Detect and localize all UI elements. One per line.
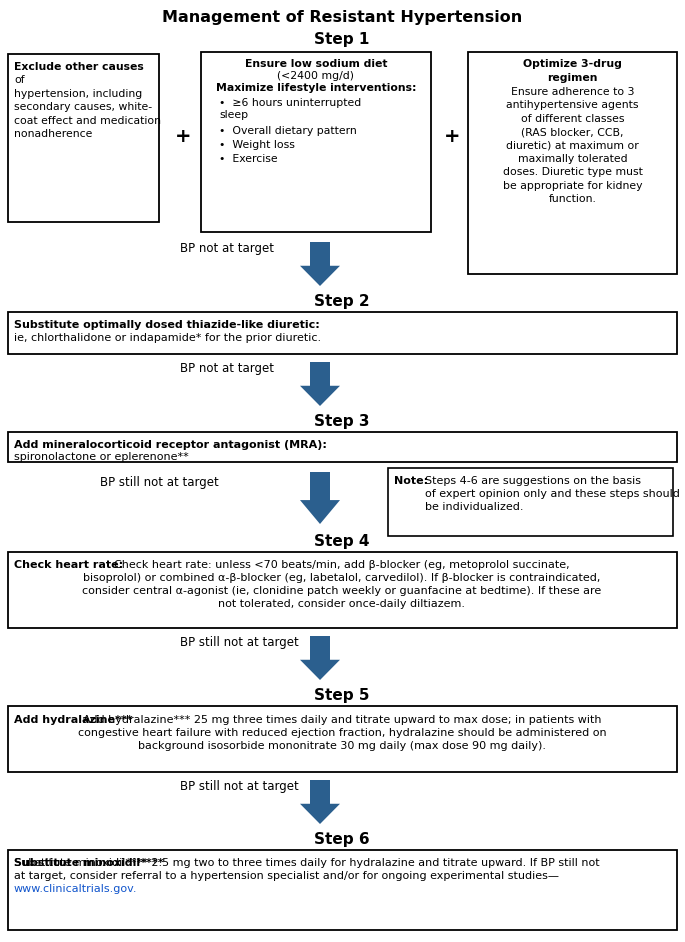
Text: •  Overall dietary pattern: • Overall dietary pattern [219,126,357,136]
Text: Check heart rate: unless <70 beats/min, add β-blocker (eg, metoprolol succinate,: Check heart rate: unless <70 beats/min, … [114,560,570,570]
Polygon shape [300,780,340,824]
Text: Add mineralocorticoid receptor antagonist (MRA):: Add mineralocorticoid receptor antagonis… [14,440,327,450]
Text: www.clinicaltrials.gov.: www.clinicaltrials.gov. [14,884,138,894]
Text: BP still not at target: BP still not at target [180,636,299,649]
Text: bisoprolol) or combined α-β-blocker (eg, labetalol, carvedilol). If β-blocker is: bisoprolol) or combined α-β-blocker (eg,… [84,573,601,583]
Bar [8,54,159,222]
Text: Steps 4-6 are suggestions on the basis
of expert opinion only and these steps sh: Steps 4-6 are suggestions on the basis o… [425,476,680,512]
Bar [201,52,431,232]
Text: BP still not at target: BP still not at target [180,780,299,793]
Text: •  Weight loss: • Weight loss [219,140,295,150]
Text: Substitute minoxidil**** 2.5 mg two to three times daily for hydralazine and tit: Substitute minoxidil**** 2.5 mg two to t… [14,858,599,868]
Text: Substitute minoxidil****: Substitute minoxidil**** [14,858,164,868]
Text: spironolactone or eplerenone**: spironolactone or eplerenone** [14,452,189,462]
Text: Step 4: Step 4 [314,534,370,549]
Text: not tolerated, consider once-daily diltiazem.: not tolerated, consider once-daily dilti… [219,599,466,609]
Text: Substitute optimally dosed thiazide-like diuretic:: Substitute optimally dosed thiazide-like… [14,320,320,330]
Text: BP not at target: BP not at target [180,242,274,255]
Text: +: + [175,127,191,147]
Text: consider central α-agonist (ie, clonidine patch weekly or guanfacine at bedtime): consider central α-agonist (ie, clonidin… [82,586,601,596]
Text: at target, consider referral to a hypertension specialist and/or for ongoing exp: at target, consider referral to a hypert… [14,871,559,881]
Text: ie, chlorthalidone or indapamide* for the prior diuretic.: ie, chlorthalidone or indapamide* for th… [14,333,321,343]
Text: Optimize 3-drug
regimen: Optimize 3-drug regimen [523,59,622,83]
Bar [8,432,677,462]
Text: Step 3: Step 3 [314,414,370,429]
Text: Check heart rate:: Check heart rate: [14,560,123,570]
Bar [8,706,677,772]
Polygon shape [300,242,340,286]
Text: Add hydralazine***: Add hydralazine*** [14,715,133,725]
Text: BP still not at target: BP still not at target [100,476,219,489]
Text: •  Exercise: • Exercise [219,154,277,164]
Bar [468,52,677,274]
Text: Step 5: Step 5 [314,688,370,703]
Text: Ensure low sodium diet: Ensure low sodium diet [245,59,387,69]
Text: Add hydralazine*** 25 mg three times daily and titrate upward to max dose; in pa: Add hydralazine*** 25 mg three times dai… [83,715,601,725]
Text: Note:: Note: [394,476,428,486]
Text: congestive heart failure with reduced ejection fraction, hydralazine should be a: congestive heart failure with reduced ej… [77,728,606,738]
Text: Ensure adherence to 3
antihypertensive agents
of different classes
(RAS blocker,: Ensure adherence to 3 antihypertensive a… [503,87,643,203]
Text: Step 6: Step 6 [314,832,370,847]
Bar [388,468,673,536]
Polygon shape [300,472,340,524]
Text: background isosorbide mononitrate 30 mg daily (max dose 90 mg daily).: background isosorbide mononitrate 30 mg … [138,741,546,751]
Text: BP not at target: BP not at target [180,362,274,375]
Text: Step 1: Step 1 [314,32,370,47]
Text: •  ≥6 hours uninterrupted
sleep: • ≥6 hours uninterrupted sleep [219,98,361,121]
Text: Management of Resistant Hypertension: Management of Resistant Hypertension [162,10,522,25]
Text: Maximize lifestyle interventions:: Maximize lifestyle interventions: [216,83,416,93]
Bar [8,312,677,354]
Polygon shape [300,636,340,680]
Text: Step 2: Step 2 [314,294,370,309]
Bar [8,552,677,628]
Text: Exclude other causes: Exclude other causes [14,62,144,72]
Text: +: + [444,127,460,147]
Bar [8,850,677,930]
Polygon shape [300,362,340,406]
Text: of
hypertension, including
secondary causes, white-
coat effect and medication
n: of hypertension, including secondary cau… [14,75,161,139]
Text: (<2400 mg/d): (<2400 mg/d) [277,71,355,81]
